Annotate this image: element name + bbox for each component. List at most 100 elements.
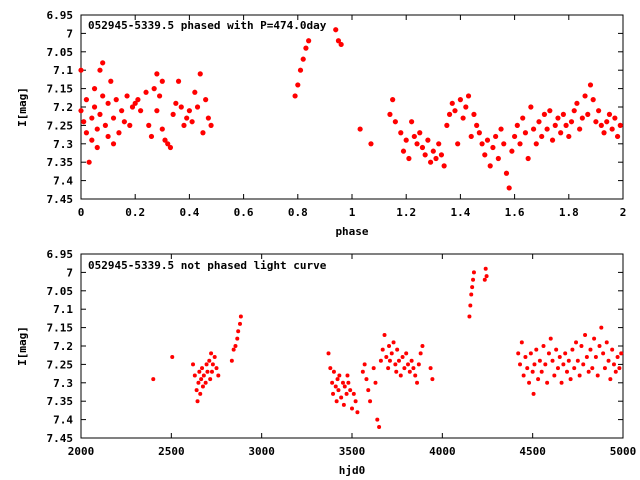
data-point: [604, 340, 609, 345]
data-point: [195, 399, 200, 404]
data-point: [335, 377, 340, 382]
y-tick-label: 7.4: [53, 414, 73, 427]
data-point: [404, 351, 409, 356]
data-point: [83, 130, 90, 136]
data-point: [571, 108, 577, 114]
x-tick-label: 1: [349, 206, 356, 219]
data-point: [389, 351, 394, 356]
data-point: [425, 137, 431, 143]
y-tick-label: 6.95: [47, 248, 74, 261]
data-point: [419, 144, 426, 151]
data-point: [326, 351, 331, 356]
data-point: [398, 130, 404, 136]
data-point: [581, 362, 586, 367]
y-tick-label: 7.4: [53, 175, 73, 188]
data-point: [514, 122, 520, 128]
data-point: [582, 93, 588, 99]
data-point: [593, 119, 599, 125]
data-point: [344, 391, 349, 396]
data-point: [102, 122, 108, 128]
data-point: [292, 93, 298, 99]
data-point: [203, 97, 209, 103]
data-point: [371, 366, 376, 371]
y-axis-label: I[mag]: [16, 326, 29, 366]
data-point: [200, 130, 206, 136]
data-point: [303, 45, 309, 51]
data-point: [387, 344, 392, 348]
data-point: [357, 126, 363, 132]
data-point: [165, 141, 171, 147]
x-tick-label: 4500: [519, 445, 546, 458]
data-point: [587, 82, 594, 88]
data-point: [400, 355, 405, 360]
data-point: [127, 122, 133, 128]
data-point: [537, 358, 542, 363]
data-point: [577, 126, 583, 132]
data-point: [398, 373, 403, 378]
data-point: [467, 314, 472, 319]
data-point: [585, 111, 591, 117]
y-tick-label: 7.05: [47, 285, 74, 298]
data-point: [338, 41, 344, 48]
data-point: [525, 155, 531, 162]
data-point: [214, 366, 219, 371]
data-point: [617, 366, 622, 371]
data-point: [549, 137, 556, 143]
data-point: [457, 97, 463, 103]
data-point: [237, 321, 242, 326]
data-point: [471, 277, 476, 282]
data-point: [530, 126, 537, 132]
data-point: [100, 93, 106, 99]
data-point: [598, 122, 604, 128]
data-point: [306, 38, 312, 44]
data-point: [105, 100, 111, 106]
data-point: [583, 332, 588, 337]
y-tick-label: 7: [66, 27, 73, 40]
data-point: [550, 358, 555, 363]
data-point: [204, 362, 209, 367]
data-point: [395, 347, 400, 352]
data-point: [493, 133, 499, 140]
data-point: [490, 144, 496, 151]
data-point: [159, 126, 165, 132]
data-point: [433, 155, 439, 162]
data-point: [506, 185, 512, 191]
data-point: [337, 373, 342, 378]
data-point: [184, 115, 190, 121]
x-tick-label: 1.4: [450, 206, 470, 219]
data-point: [413, 373, 418, 378]
data-point: [148, 133, 155, 140]
data-point: [438, 152, 445, 158]
data-point: [198, 391, 203, 396]
data-point: [548, 336, 553, 341]
data-point: [393, 362, 398, 367]
data-point: [523, 355, 528, 360]
data-point: [297, 67, 304, 73]
data-point: [527, 380, 532, 385]
data-point: [518, 362, 523, 367]
data-point: [78, 108, 84, 114]
data-point: [396, 358, 401, 363]
data-point: [452, 108, 458, 114]
data-point: [91, 86, 98, 92]
data-point: [495, 155, 501, 162]
data-point: [517, 141, 523, 147]
data-point: [348, 388, 353, 393]
data-point: [392, 119, 398, 125]
data-point: [191, 362, 196, 367]
data-point: [563, 351, 568, 356]
data-point: [613, 369, 618, 374]
data-point: [353, 399, 358, 404]
data-point: [162, 137, 168, 143]
data-point: [108, 78, 114, 84]
data-point: [579, 344, 584, 348]
data-point: [590, 97, 596, 103]
data-point: [539, 133, 545, 140]
data-point: [487, 163, 493, 169]
data-point: [612, 115, 618, 121]
data-point: [197, 71, 203, 77]
x-tick-label: 2: [620, 206, 627, 219]
data-point: [194, 388, 199, 393]
data-point: [331, 369, 336, 374]
data-point: [334, 399, 339, 404]
